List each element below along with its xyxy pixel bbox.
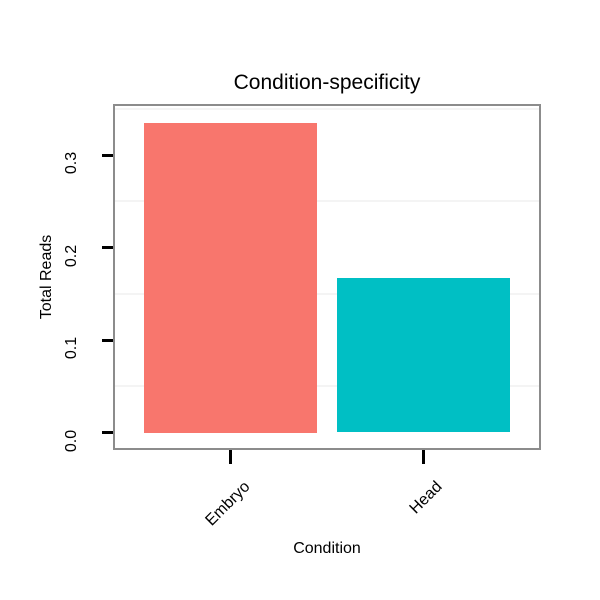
y-tick-label: 0.0 (63, 429, 80, 452)
y-axis-title: Total Reads (38, 234, 55, 320)
x-axis-title: Condition (293, 540, 361, 557)
y-axis-tick (102, 431, 113, 434)
y-axis-tick (102, 338, 113, 342)
y-axis-tick (102, 153, 113, 157)
minor-gridline (115, 292, 539, 295)
x-tick-label-head: Head (406, 478, 446, 518)
bar-embryo (143, 122, 318, 433)
y-tick-label: 0.3 (63, 151, 80, 175)
bar-head (336, 278, 511, 433)
minor-gridline (115, 107, 539, 110)
plot-panel (113, 104, 541, 450)
chart-title: Condition-specificity (233, 71, 421, 94)
x-tick-label-embryo: Embryo (201, 478, 253, 530)
minor-gridline (115, 385, 539, 388)
x-axis-tick (229, 450, 233, 464)
y-tick-label: 0.2 (63, 244, 80, 267)
minor-gridline (115, 200, 539, 203)
y-axis-tick (102, 246, 113, 249)
y-tick-label: 0.1 (63, 336, 80, 360)
x-axis-tick (421, 450, 425, 464)
